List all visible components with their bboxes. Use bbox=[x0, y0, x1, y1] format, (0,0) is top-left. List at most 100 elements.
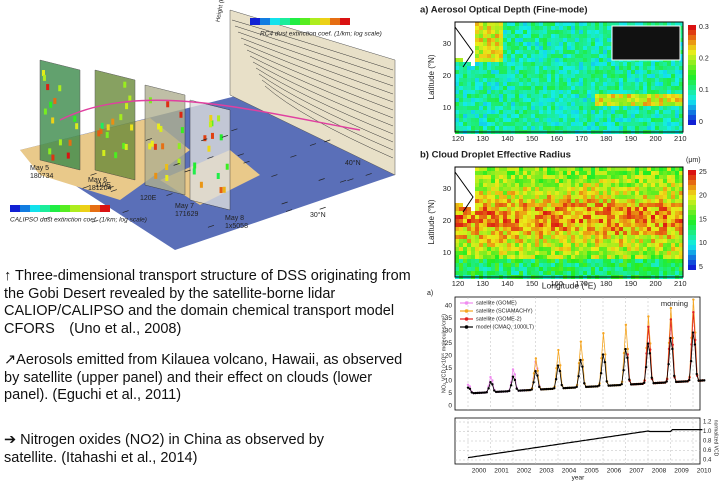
map-cell bbox=[587, 70, 591, 74]
map-cell bbox=[603, 171, 607, 175]
map-cell bbox=[527, 183, 531, 187]
map-cell bbox=[627, 171, 631, 175]
map-cell bbox=[667, 223, 671, 227]
map-cell bbox=[547, 34, 551, 38]
map-cell bbox=[487, 74, 491, 78]
map-cell bbox=[495, 231, 499, 235]
map-cell bbox=[471, 223, 475, 227]
map-cell bbox=[499, 66, 503, 70]
map-cell bbox=[567, 251, 571, 255]
map-cell bbox=[483, 26, 487, 30]
map-cell bbox=[623, 114, 627, 118]
map-cell bbox=[603, 114, 607, 118]
map-cell bbox=[579, 22, 583, 26]
map-cell bbox=[483, 211, 487, 215]
map-cell bbox=[507, 86, 511, 90]
map-cell bbox=[623, 187, 627, 191]
map-cell bbox=[491, 191, 495, 195]
map-cell bbox=[587, 179, 591, 183]
map-cell bbox=[623, 74, 627, 78]
map-cell bbox=[667, 227, 671, 231]
map-cell bbox=[671, 243, 675, 247]
map-cell bbox=[467, 74, 471, 78]
map-cell bbox=[547, 70, 551, 74]
wind-arrow bbox=[319, 206, 326, 210]
map-cell bbox=[667, 235, 671, 239]
map-cell bbox=[495, 54, 499, 58]
map-cell bbox=[479, 46, 483, 50]
map-cell bbox=[475, 179, 479, 183]
map-cell bbox=[651, 22, 655, 26]
map-cell bbox=[571, 106, 575, 110]
map-cell bbox=[471, 90, 475, 94]
map-cell bbox=[551, 42, 555, 46]
map-cell bbox=[527, 199, 531, 203]
lidar-cell bbox=[179, 111, 183, 118]
map-cell bbox=[623, 203, 627, 207]
map-cell bbox=[679, 195, 683, 199]
map-cell bbox=[679, 191, 683, 195]
lidar-cell bbox=[130, 124, 134, 131]
map-cell bbox=[459, 263, 463, 267]
map-cell bbox=[491, 98, 495, 102]
map-cell bbox=[463, 98, 467, 102]
map-cell bbox=[519, 66, 523, 70]
map-cell bbox=[631, 179, 635, 183]
map-cell bbox=[611, 179, 615, 183]
map-cell bbox=[607, 175, 611, 179]
map-cell bbox=[487, 86, 491, 90]
lidar-cell bbox=[222, 186, 226, 193]
map-cell bbox=[635, 259, 639, 263]
map-cell bbox=[631, 70, 635, 74]
colorbar-cell bbox=[688, 85, 696, 90]
map-cell bbox=[607, 191, 611, 195]
map-cell bbox=[619, 199, 623, 203]
map-cell bbox=[679, 22, 683, 26]
map-cell bbox=[555, 175, 559, 179]
map-cell bbox=[499, 106, 503, 110]
map-cell bbox=[555, 207, 559, 211]
map-cell bbox=[531, 195, 535, 199]
map-cell bbox=[615, 126, 619, 130]
map-cell bbox=[611, 235, 615, 239]
map-cell bbox=[595, 227, 599, 231]
map-cell bbox=[631, 203, 635, 207]
map-cell bbox=[475, 199, 479, 203]
map-cell bbox=[559, 58, 563, 62]
map-cell bbox=[519, 42, 523, 46]
map-cell bbox=[635, 231, 639, 235]
map-cell bbox=[667, 243, 671, 247]
map-cell bbox=[631, 211, 635, 215]
map-cell bbox=[459, 259, 463, 263]
map-cell bbox=[559, 46, 563, 50]
map-cell bbox=[603, 94, 607, 98]
map-cell bbox=[615, 110, 619, 114]
map-cell bbox=[587, 30, 591, 34]
map-cell bbox=[475, 74, 479, 78]
map-cell bbox=[635, 167, 639, 171]
map-cell bbox=[543, 243, 547, 247]
map-cell bbox=[491, 167, 495, 171]
map-cell bbox=[591, 235, 595, 239]
map-cell bbox=[603, 110, 607, 114]
map-cell bbox=[519, 78, 523, 82]
map-cell bbox=[491, 114, 495, 118]
map-cell bbox=[671, 267, 675, 271]
map-cell bbox=[607, 211, 611, 215]
map-cell bbox=[499, 46, 503, 50]
map-cell bbox=[643, 219, 647, 223]
map-cell bbox=[547, 98, 551, 102]
map-cell bbox=[523, 267, 527, 271]
map-cell bbox=[487, 78, 491, 82]
label: May 7 bbox=[175, 203, 194, 210]
map-cell bbox=[663, 215, 667, 219]
map-cell bbox=[523, 46, 527, 50]
map-cell bbox=[563, 191, 567, 195]
map-cell bbox=[499, 267, 503, 271]
colorbar-cell bbox=[688, 260, 696, 265]
label: 2000 bbox=[472, 468, 487, 475]
map-cell bbox=[463, 106, 467, 110]
map-cell bbox=[567, 126, 571, 130]
map-cell bbox=[455, 66, 459, 70]
map-cell bbox=[639, 227, 643, 231]
